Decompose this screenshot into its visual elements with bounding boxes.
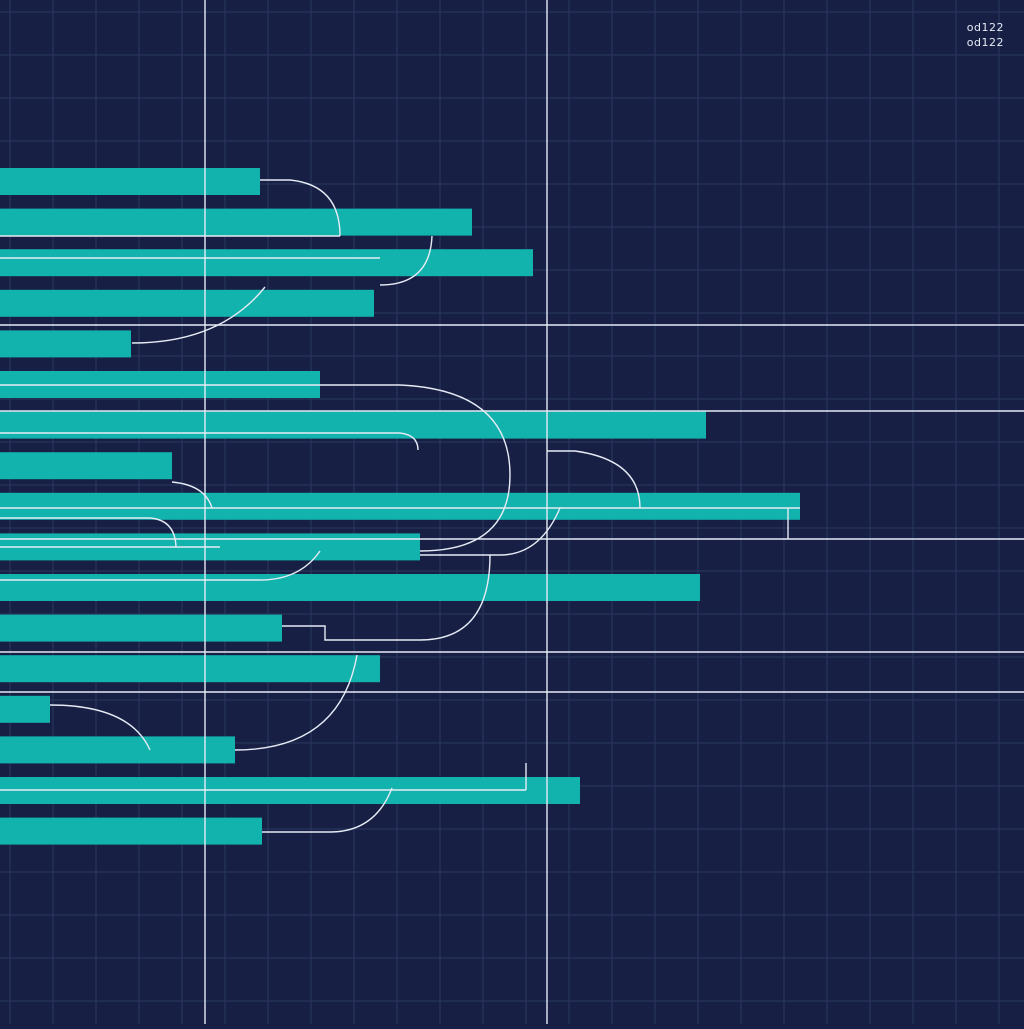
connector-curve — [0, 550, 321, 581]
corner-label: od122 od122 — [967, 20, 1004, 50]
corner-label-line-2: od122 — [966, 36, 1004, 49]
bar — [0, 574, 700, 601]
connector-curve — [234, 654, 358, 751]
connector-curve — [171, 481, 213, 509]
connector-curve — [399, 384, 511, 552]
connector-curve — [420, 507, 561, 556]
bar — [0, 655, 380, 683]
bar — [0, 330, 131, 358]
bar — [0, 614, 282, 642]
connector-curve — [260, 179, 341, 237]
bar — [0, 208, 472, 236]
corner-label-line-1: od122 — [966, 21, 1004, 34]
bar — [0, 492, 800, 520]
bar — [0, 736, 235, 764]
connector-curve — [262, 787, 393, 833]
connector-curve — [399, 432, 419, 451]
connector-curve — [379, 235, 433, 286]
connector-curve — [282, 554, 491, 641]
bar-series — [0, 168, 800, 845]
bar — [0, 452, 172, 480]
connector-curve — [547, 450, 641, 509]
bar — [0, 695, 50, 723]
connector-curve — [131, 286, 266, 344]
bar — [0, 411, 706, 439]
bar — [0, 168, 260, 195]
connector-curve — [0, 517, 177, 548]
connector-curve — [49, 704, 151, 751]
bar — [0, 817, 262, 845]
bar — [0, 289, 374, 317]
bar — [0, 249, 533, 277]
